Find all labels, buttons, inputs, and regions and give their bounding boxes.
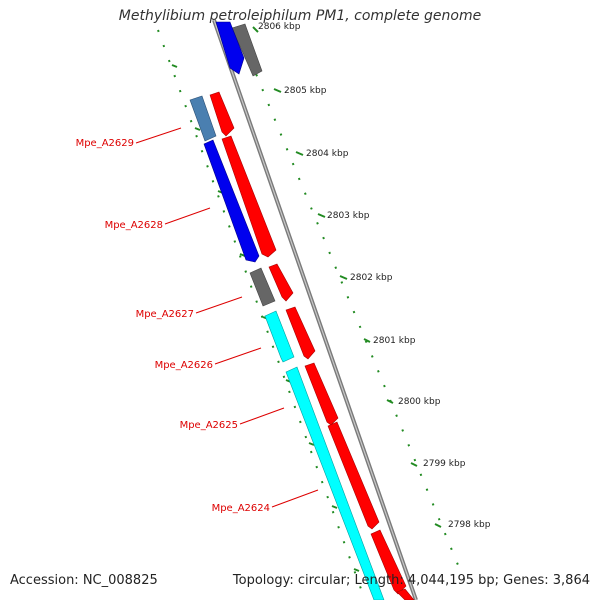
outer-tick-marks: [252, 26, 442, 528]
accession-text: Accession: NC_008825: [10, 573, 158, 588]
forward-strand-features: [209, 23, 415, 600]
genome-backbone-highlight: [213, 19, 417, 600]
cds-feature[interactable]: [285, 366, 385, 600]
cds-feature[interactable]: [215, 21, 245, 75]
tick-mark: [331, 505, 338, 509]
tick-label-2802-kbp: 2802 kbp: [350, 273, 393, 283]
tick-mark: [353, 568, 360, 572]
tick-mark: [363, 338, 371, 343]
tick-label-2803-kbp: 2803 kbp: [327, 211, 370, 221]
tick-mark: [252, 26, 259, 33]
cds-feature[interactable]: [264, 310, 295, 363]
cds-feature[interactable]: [327, 421, 380, 530]
gene-label-leaders: [135, 127, 319, 508]
reverse-strand-features: [189, 21, 385, 600]
tick-mark: [273, 88, 282, 93]
cds-feature[interactable]: [268, 263, 294, 302]
cds-feature[interactable]: [231, 23, 263, 77]
cds-feature[interactable]: [221, 135, 277, 258]
leader-line: [164, 207, 211, 225]
cds-feature[interactable]: [396, 588, 415, 600]
gene-label-mpe-a2628[interactable]: Mpe_A2628: [105, 220, 163, 231]
tick-label-2799-kbp: 2799 kbp: [423, 459, 466, 469]
genome-summary-text: Topology: circular; Length: 4,044,195 bp…: [232, 573, 590, 588]
tick-mark: [410, 462, 418, 467]
gene-label-mpe-a2625[interactable]: Mpe_A2625: [180, 420, 238, 431]
tick-mark: [295, 151, 304, 156]
cds-feature[interactable]: [285, 306, 316, 360]
tick-label-2806-kbp: 2806 kbp: [258, 22, 301, 32]
tick-mark: [308, 442, 315, 446]
map-title: Methylibium petroleiphilum PM1, complete…: [118, 8, 482, 24]
tick-label-2804-kbp: 2804 kbp: [306, 149, 349, 159]
gene-label-mpe-a2627[interactable]: Mpe_A2627: [136, 309, 194, 320]
cds-feature[interactable]: [249, 267, 276, 307]
tick-mark: [194, 127, 201, 131]
cds-feature[interactable]: [209, 91, 235, 137]
tick-mark: [386, 399, 394, 404]
cds-feature[interactable]: [203, 139, 260, 263]
cds-feature[interactable]: [304, 362, 339, 426]
tick-mark: [339, 275, 348, 280]
gene-label-mpe-a2629[interactable]: Mpe_A2629: [76, 138, 134, 149]
leader-line: [135, 127, 182, 144]
tick-label-2798-kbp: 2798 kbp: [448, 520, 491, 530]
outer-scale-ring: [237, 29, 459, 566]
leader-line: [271, 489, 319, 508]
gene-label-mpe-a2626[interactable]: Mpe_A2626: [155, 360, 213, 371]
gene-label-mpe-a2624[interactable]: Mpe_A2624: [212, 503, 270, 514]
tick-mark: [171, 64, 178, 68]
tick-label-2800-kbp: 2800 kbp: [398, 397, 441, 407]
tick-label-2801-kbp: 2801 kbp: [373, 336, 416, 346]
tick-mark: [434, 523, 442, 528]
leader-line: [214, 347, 262, 365]
tick-mark: [317, 213, 326, 218]
tick-label-2805-kbp: 2805 kbp: [284, 86, 327, 96]
leader-line: [239, 407, 285, 425]
leader-line: [195, 296, 243, 314]
cds-feature[interactable]: [189, 95, 217, 142]
